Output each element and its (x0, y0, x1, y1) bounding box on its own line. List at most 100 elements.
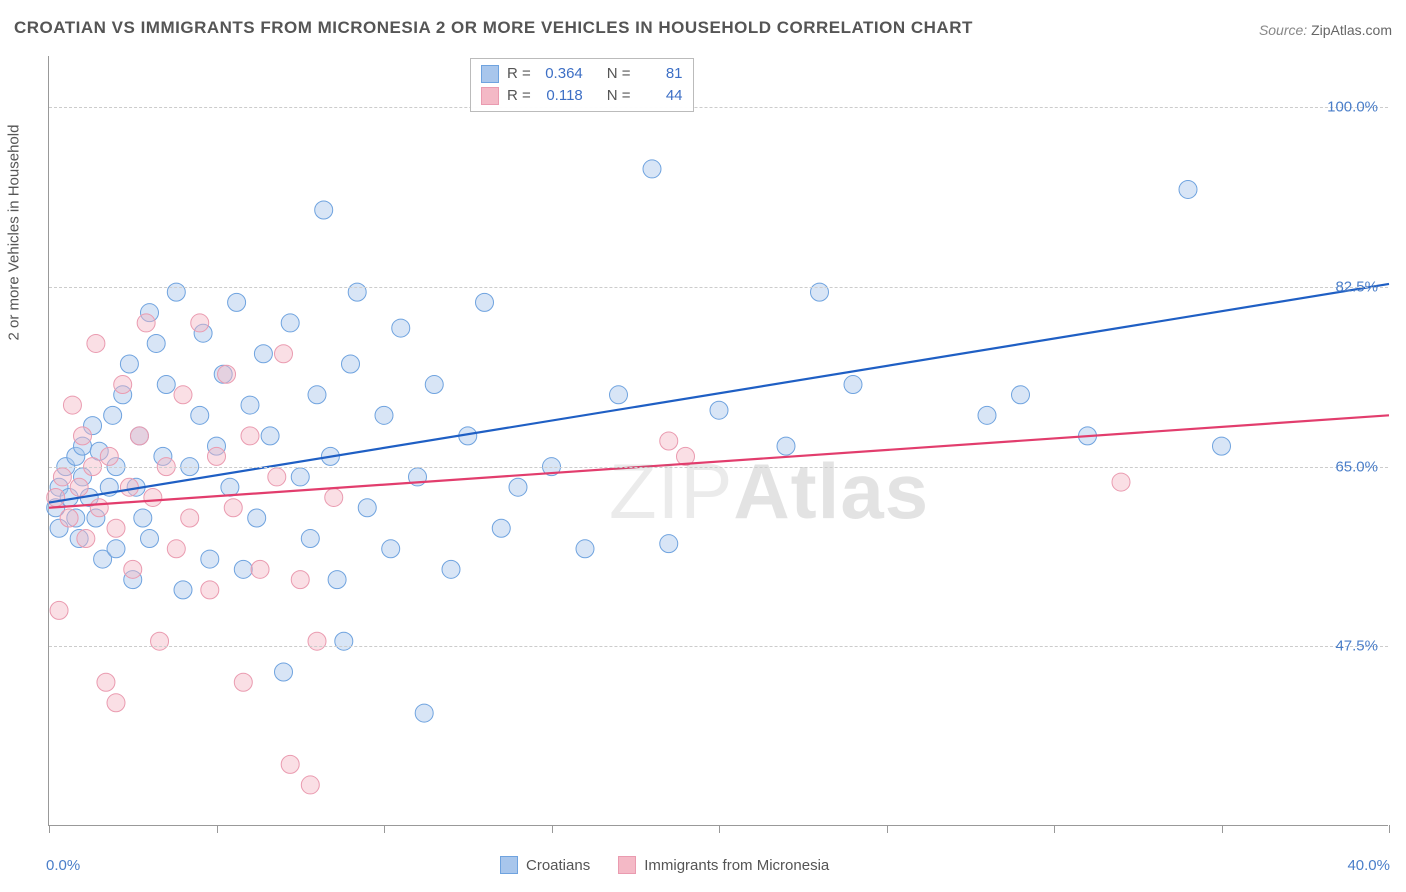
series-legend-label: Croatians (526, 857, 590, 874)
x-tick (217, 825, 218, 833)
scatter-point (442, 560, 460, 578)
scatter-point (1213, 437, 1231, 455)
x-tick (1389, 825, 1390, 833)
scatter-point (107, 694, 125, 712)
legend-swatch (618, 856, 636, 874)
scatter-point (710, 401, 728, 419)
scatter-point (325, 488, 343, 506)
series-legend-label: Immigrants from Micronesia (644, 857, 829, 874)
scatter-point (74, 427, 92, 445)
scatter-point (144, 488, 162, 506)
scatter-point (53, 468, 71, 486)
stats-legend: R =0.364N =81R =0.118N =44 (470, 58, 694, 112)
scatter-point (382, 540, 400, 558)
scatter-point (509, 478, 527, 496)
scatter-point (221, 478, 239, 496)
x-tick (384, 825, 385, 833)
scatter-point (218, 365, 236, 383)
scatter-point (201, 550, 219, 568)
y-tick-label: 100.0% (1327, 99, 1378, 116)
scatter-point (660, 535, 678, 553)
scatter-point (261, 427, 279, 445)
scatter-point (120, 478, 138, 496)
scatter-point (234, 673, 252, 691)
scatter-point (492, 519, 510, 537)
scatter-point (425, 376, 443, 394)
source-label: Source: (1259, 22, 1307, 38)
scatter-point (275, 345, 293, 363)
scatter-point (147, 334, 165, 352)
scatter-point (660, 432, 678, 450)
x-tick (1222, 825, 1223, 833)
series-legend-item: Immigrants from Micronesia (618, 856, 829, 874)
source-value: ZipAtlas.com (1311, 22, 1392, 38)
scatter-point (107, 519, 125, 537)
scatter-point (234, 560, 252, 578)
scatter-point (70, 478, 88, 496)
y-tick-label: 82.5% (1335, 279, 1378, 296)
scatter-point (137, 314, 155, 332)
y-tick-label: 65.0% (1335, 458, 1378, 475)
y-tick-label: 47.5% (1335, 638, 1378, 655)
scatter-point (1179, 180, 1197, 198)
scatter-point (120, 355, 138, 373)
scatter-point (60, 509, 78, 527)
scatter-point (643, 160, 661, 178)
scatter-point (134, 509, 152, 527)
scatter-point (241, 396, 259, 414)
r-label: R = (507, 85, 531, 107)
x-tick (552, 825, 553, 833)
r-value: 0.118 (539, 85, 583, 107)
scatter-point (308, 386, 326, 404)
scatter-point (50, 601, 68, 619)
scatter-point (348, 283, 366, 301)
scatter-point (301, 530, 319, 548)
scatter-point (167, 540, 185, 558)
source-attribution: Source: ZipAtlas.com (1259, 22, 1392, 38)
scatter-point (167, 283, 185, 301)
x-tick (49, 825, 50, 833)
scatter-point (114, 376, 132, 394)
scatter-point (335, 632, 353, 650)
x-axis-max-label: 40.0% (1347, 857, 1390, 874)
scatter-point (358, 499, 376, 517)
scatter-point (254, 345, 272, 363)
scatter-point (151, 632, 169, 650)
gridline (49, 646, 1388, 647)
scatter-point (141, 530, 159, 548)
scatter-point (281, 314, 299, 332)
n-label: N = (607, 85, 631, 107)
scatter-point (301, 776, 319, 794)
x-tick (719, 825, 720, 833)
scatter-point (1012, 386, 1030, 404)
scatter-point (228, 293, 246, 311)
scatter-point (811, 283, 829, 301)
r-label: R = (507, 63, 531, 85)
n-value: 44 (639, 85, 683, 107)
scatter-point (107, 540, 125, 558)
series-legend: Croatians Immigrants from Micronesia (500, 856, 829, 874)
scatter-point (124, 560, 142, 578)
scatter-point (181, 509, 199, 527)
scatter-point (100, 447, 118, 465)
scatter-point (275, 663, 293, 681)
gridline (49, 287, 1388, 288)
scatter-point (157, 376, 175, 394)
legend-swatch (500, 856, 518, 874)
scatter-point (241, 427, 259, 445)
scatter-point (315, 201, 333, 219)
scatter-point (1112, 473, 1130, 491)
scatter-point (174, 581, 192, 599)
x-axis-min-label: 0.0% (46, 857, 80, 874)
x-tick (887, 825, 888, 833)
scatter-point (844, 376, 862, 394)
scatter-point (576, 540, 594, 558)
scatter-point (415, 704, 433, 722)
scatter-point (97, 673, 115, 691)
scatter-point (978, 406, 996, 424)
series-legend-item: Croatians (500, 856, 590, 874)
scatter-point (104, 406, 122, 424)
scatter-point (375, 406, 393, 424)
scatter-point (130, 427, 148, 445)
scatter-point (291, 468, 309, 486)
